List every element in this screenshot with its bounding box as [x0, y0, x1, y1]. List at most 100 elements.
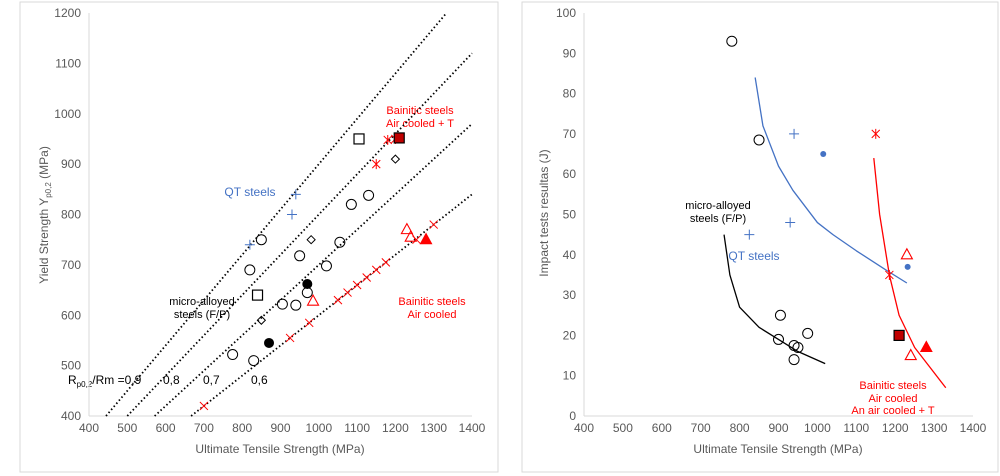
y-tick-label: 40 — [563, 248, 577, 262]
micro-alloyed-label-2: steels (F/P) — [690, 213, 746, 225]
qt-plus-point — [744, 229, 755, 240]
open-circle-point — [248, 355, 260, 367]
x-tick-label: 1300 — [921, 421, 948, 435]
y-tick-label: 10 — [563, 369, 577, 383]
filled-triangle-point — [419, 232, 433, 245]
x-tick-label: 1300 — [420, 421, 447, 435]
y-tick-label: 400 — [61, 409, 81, 423]
x-tick-label: 900 — [768, 421, 788, 435]
ratio-label-0.7: 0,7 — [203, 373, 220, 387]
x-tick-label: 1200 — [382, 421, 409, 435]
bainitic-t-asterisk-point — [383, 134, 393, 145]
open-circle-point — [726, 35, 738, 47]
x-axis-label: Ultimate Tensile Strength (MPa) — [195, 442, 364, 456]
blue-dot-point — [904, 263, 911, 270]
x-tick-label: 1100 — [344, 421, 370, 435]
bainitic-x-point — [199, 401, 209, 411]
ratio-line-0.7 — [154, 123, 473, 417]
x-tick-label: 600 — [652, 421, 672, 435]
bainitic-x-point — [362, 273, 372, 282]
diamond-point — [306, 234, 316, 245]
bainitic-x-point — [429, 220, 439, 229]
x-tick-label: 400 — [574, 421, 594, 435]
bainitic-t-label-1: Bainitic steels — [386, 105, 454, 117]
filled-circle-point — [264, 337, 275, 348]
square-point — [893, 329, 905, 341]
x-tick-label: 1000 — [804, 421, 831, 435]
bainitic-label-2: Air cooled — [869, 393, 918, 405]
filled-circle-point — [302, 279, 313, 290]
open-circle-point — [320, 260, 332, 272]
y-tick-label: 800 — [61, 208, 81, 222]
bainitic-x-point — [381, 258, 391, 267]
qt-trend — [754, 77, 908, 284]
qt-steels-label: QT steels — [728, 249, 779, 263]
open-triangle-point — [904, 348, 918, 361]
open-triangle-point — [900, 247, 914, 260]
open-circle-point — [774, 309, 786, 321]
micro-alloyed-trend — [723, 234, 826, 365]
open-circle-point — [290, 299, 302, 311]
y-tick-label: 60 — [563, 167, 577, 181]
ratio-label-0.8: 0,8 — [163, 373, 180, 387]
x-tick-label: 800 — [730, 421, 750, 435]
bainitic-t-asterisk-point — [371, 159, 381, 170]
x-tick-label: 800 — [232, 421, 252, 435]
open-triangle-point — [400, 222, 414, 235]
qt-plus-point — [244, 239, 255, 250]
x-tick-label: 500 — [613, 421, 633, 435]
bainitic-label-3: An air cooled + T — [851, 405, 935, 417]
impact-test-chart: Ultimate Tensile Strength (MPa) Impact t… — [537, 6, 987, 456]
diamond-point — [390, 154, 401, 164]
open-circle-point — [792, 341, 804, 353]
bainitic-x-point — [343, 288, 352, 297]
y-tick-label: 900 — [61, 157, 81, 171]
open-square-point — [251, 289, 264, 301]
ratio-label-0.6: 0,6 — [251, 373, 268, 387]
qt-plus-point — [789, 128, 800, 139]
y-tick-label: 100 — [556, 6, 576, 20]
x-tick-label: 600 — [156, 421, 176, 435]
y-tick-label: 1200 — [54, 6, 81, 20]
x-tick-label: 1000 — [305, 421, 332, 435]
qt-plus-point — [785, 217, 796, 228]
open-circle-point — [788, 354, 800, 366]
x-tick-label: 1400 — [960, 421, 987, 435]
bainitic-trend — [873, 158, 947, 389]
open-circle-point — [276, 298, 288, 310]
y-tick-label: 600 — [61, 308, 81, 322]
open-triangle-point — [404, 230, 418, 242]
open-circle-point — [294, 250, 306, 262]
bainitic-t-square-point — [393, 132, 405, 144]
micro-alloyed-label-1: micro-alloyed — [685, 200, 750, 212]
open-circle-point — [334, 236, 346, 248]
y-tick-label: 20 — [563, 328, 577, 342]
bainitic-x-point — [304, 318, 314, 328]
y-tick-label: 50 — [563, 208, 577, 222]
x-tick-label: 700 — [194, 421, 214, 435]
right-chart-frame — [521, 1, 999, 473]
y-tick-label: 500 — [61, 359, 81, 373]
open-circle-point — [301, 287, 313, 299]
open-circle-point — [753, 134, 765, 146]
x-tick-label: 900 — [270, 421, 290, 435]
micro-alloyed-label-2: steels (F/P) — [174, 309, 230, 321]
filled-triangle-point — [919, 340, 933, 353]
diamond-point — [256, 315, 267, 325]
ratio-line-0.9 — [105, 12, 448, 417]
y-tick-label: 1100 — [55, 56, 81, 70]
y-tick-label: 700 — [61, 258, 81, 272]
y-axis-label: Impact tests resultas (J) — [537, 149, 551, 276]
x-tick-label: 500 — [117, 421, 137, 435]
left-chart-frame — [19, 1, 499, 473]
open-circle-point — [363, 189, 375, 201]
y-tick-label: 1000 — [54, 107, 81, 121]
bainitic-x-point — [352, 280, 362, 290]
open-circle-point — [773, 333, 784, 345]
bainitic-air-label-1: Bainitic steels — [398, 296, 466, 308]
qt-plus-point — [290, 189, 301, 200]
asterisk-point — [871, 128, 881, 139]
qt-plus-point — [286, 209, 297, 220]
y-axis-label: Yield Strength Yp0,2 (MPa) — [37, 146, 53, 284]
